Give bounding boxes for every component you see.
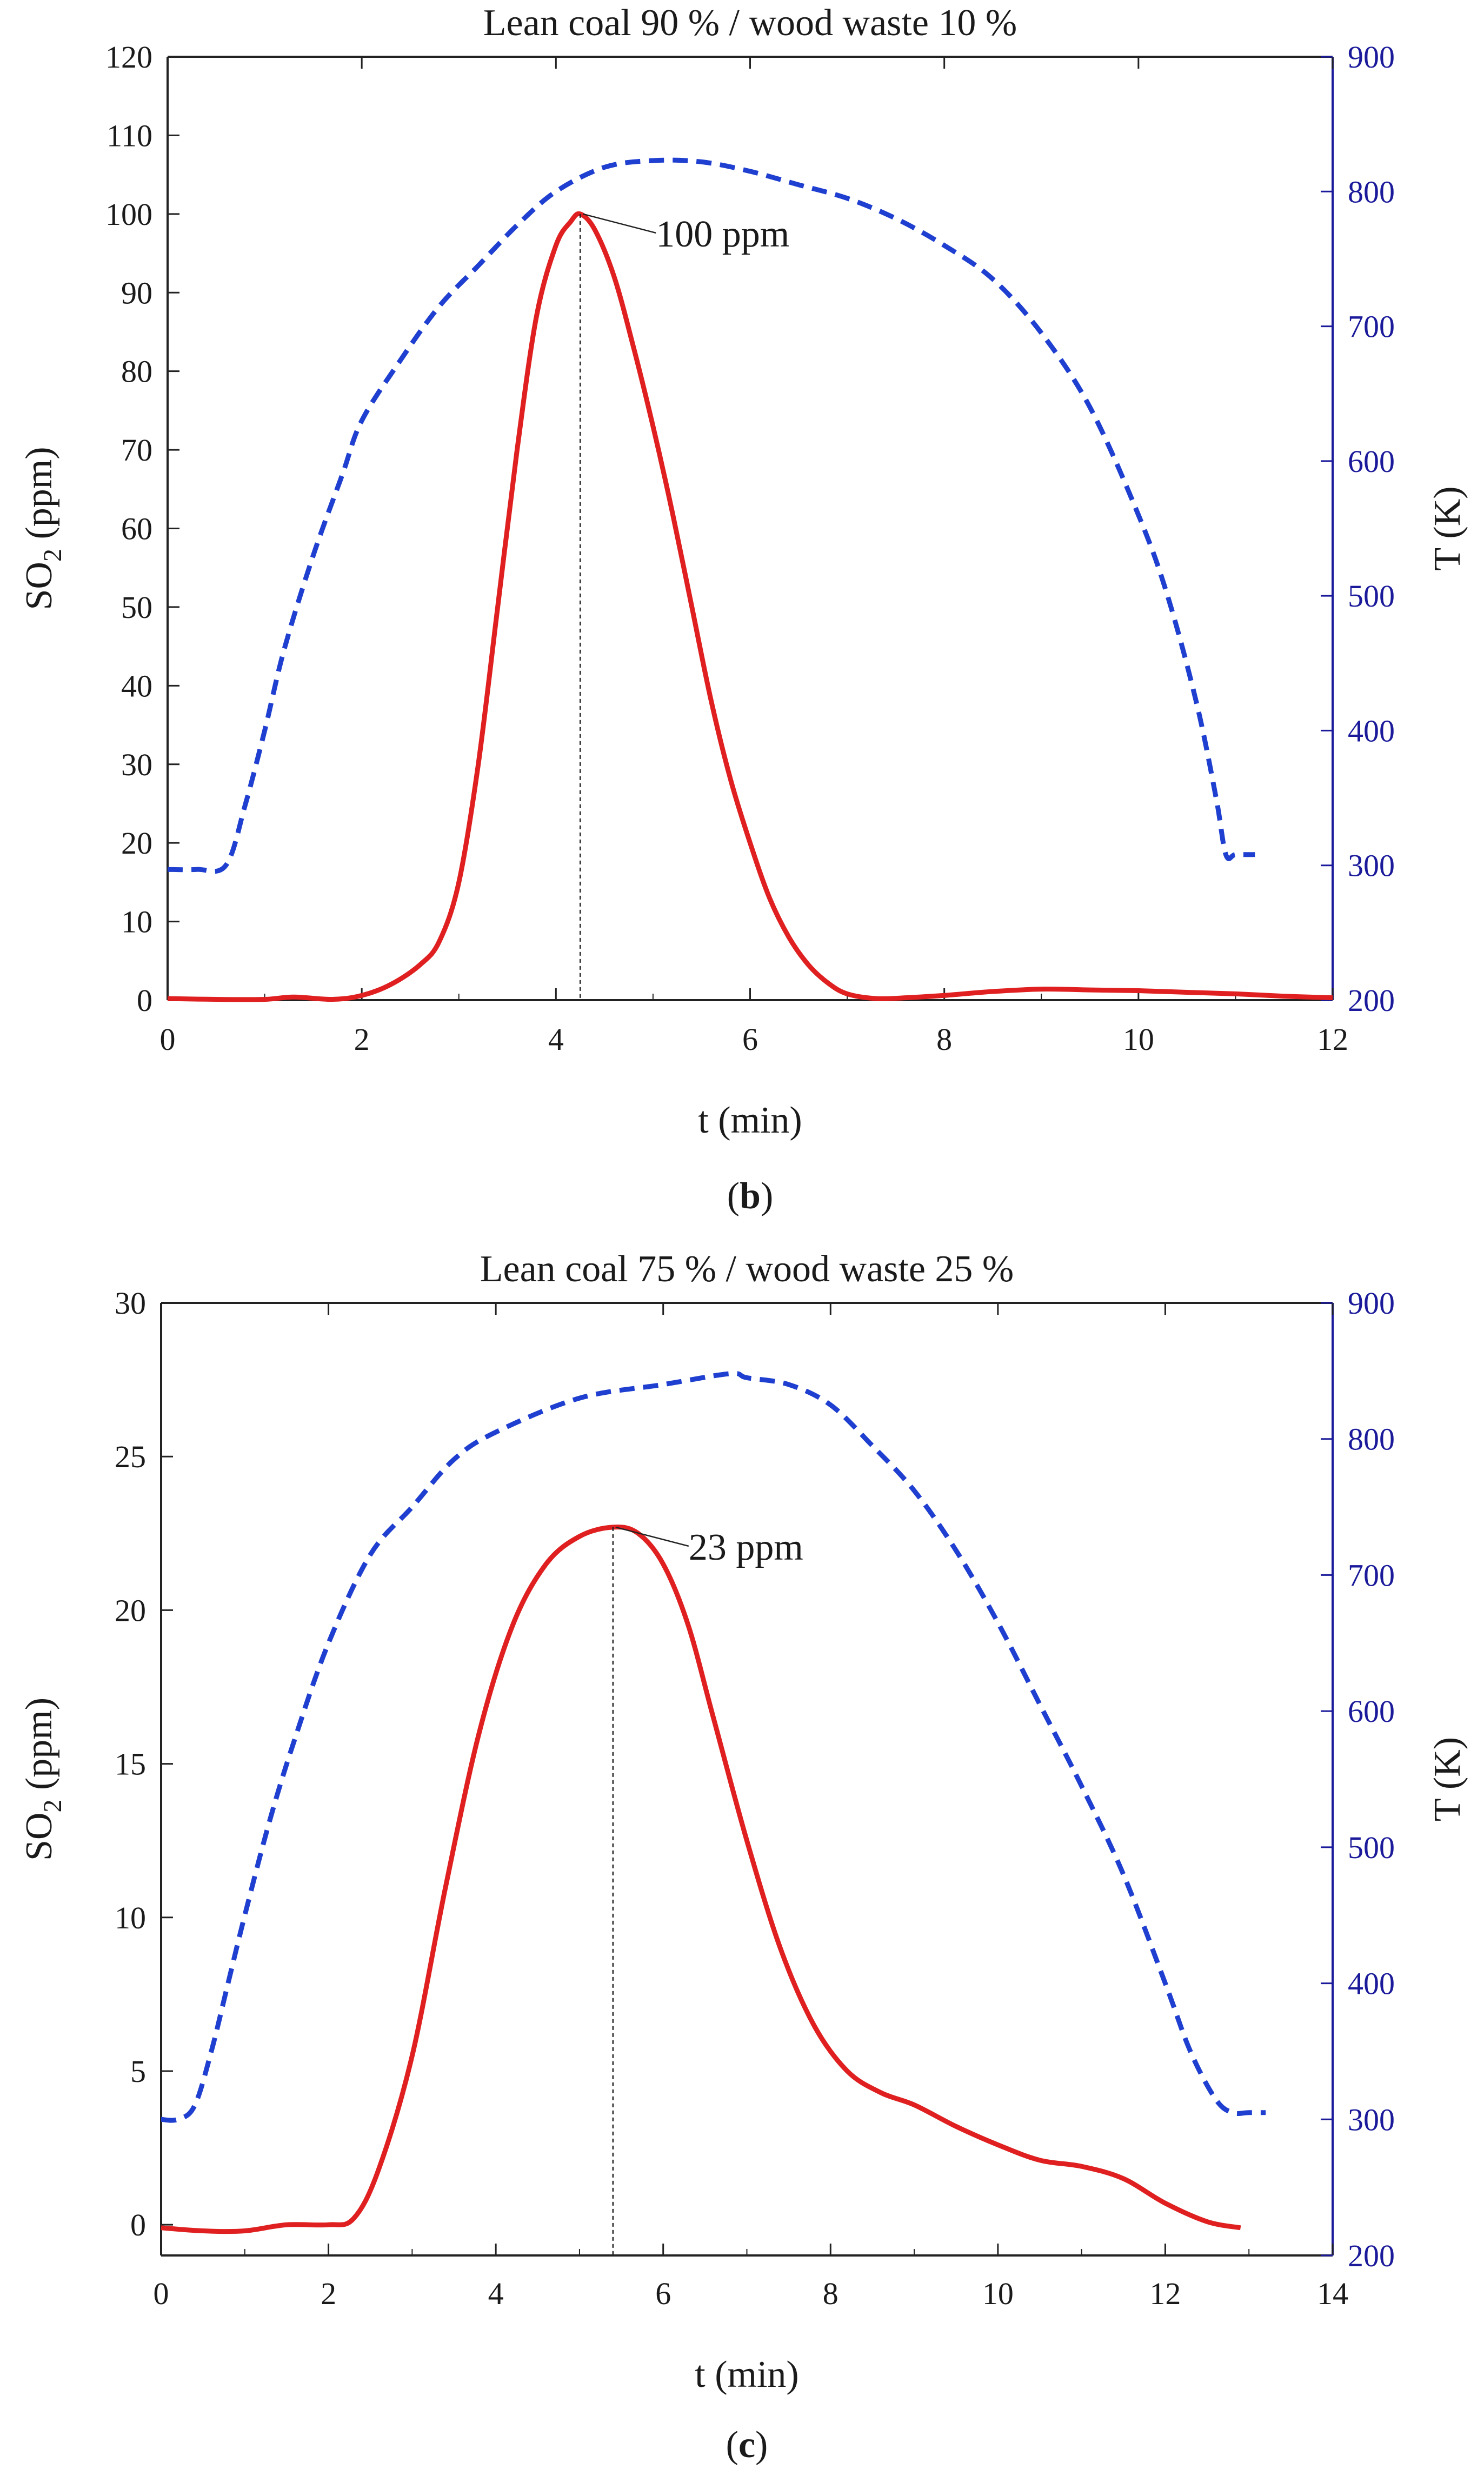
y-tick-label: 110	[107, 118, 152, 153]
annotation-leader-line	[582, 213, 656, 234]
y-tick-label: 70	[121, 432, 152, 468]
y-tick-label: 50	[121, 590, 152, 625]
y-tick-label: 90	[121, 275, 152, 310]
y2-tick-label: 800	[1348, 174, 1395, 209]
peak-annotation: 100 ppm	[656, 214, 789, 255]
y-tick-label: 120	[105, 39, 152, 75]
y-tick-label: 60	[121, 511, 152, 547]
y-axis-label-unit: (ppm)	[18, 447, 60, 549]
y2-tick-label: 700	[1348, 1558, 1395, 1593]
y-tick-label: 10	[115, 1900, 146, 1935]
panel-label-letter: c	[738, 2424, 755, 2466]
panel-label-open: (	[726, 2424, 738, 2466]
y2-axis-label: T (K)	[1427, 1737, 1468, 1821]
y-axis-label-unit: (ppm)	[18, 1698, 60, 1800]
y-tick-label: 30	[115, 1286, 146, 1321]
x-tick-label: 6	[655, 2276, 671, 2311]
y-tick-label: 100	[105, 197, 152, 232]
chart-title: Lean coal 75 % / wood waste 25 %	[480, 1248, 1014, 1290]
y2-tick-label: 300	[1348, 848, 1395, 883]
y2-tick-label: 500	[1348, 1830, 1395, 1865]
panel-label-letter: b	[740, 1175, 761, 1217]
y-axis-label-subscript: 2	[38, 1800, 67, 1813]
chart-panel-b: Lean coal 90 % / wood waste 10 % 0 2 4 6 8 10 1…	[18, 2, 1468, 1217]
y2-tick-label: 600	[1348, 1694, 1395, 1729]
temperature-series-line	[161, 1370, 1266, 2123]
y2-tick-label: 900	[1348, 1286, 1395, 1321]
x-tick-label: 6	[742, 1022, 758, 1057]
x-axis-label: t (min)	[698, 1100, 802, 1141]
x-tick-label: 2	[354, 1022, 370, 1057]
y2-tick-label: 600	[1348, 444, 1395, 479]
y-tick-label: 0	[137, 983, 152, 1018]
y-axis-label-subscript: 2	[38, 549, 67, 562]
y-tick-label: 30	[121, 747, 152, 782]
y2-tick-label: 900	[1348, 39, 1395, 75]
y2-tick-label: 400	[1348, 1966, 1395, 2001]
y-tick-label: 25	[115, 1439, 146, 1474]
annotation-leader-line	[615, 1526, 689, 1547]
temperature-series-line	[167, 157, 1255, 874]
y2-tick-label: 500	[1348, 578, 1395, 614]
x-axis-label: t (min)	[695, 2354, 798, 2395]
x-tick-label: 14	[1317, 2276, 1348, 2311]
y2-axis-label: T (K)	[1427, 486, 1468, 570]
y-tick-label: 40	[121, 668, 152, 703]
panel-label: (b)	[727, 1175, 774, 1217]
y2-tick-label: 400	[1348, 713, 1395, 748]
y-tick-label: 20	[115, 1593, 146, 1628]
panel-label-close: )	[755, 2424, 768, 2466]
x-tick-label: 12	[1317, 1022, 1348, 1057]
y-tick-label: 20	[121, 826, 152, 861]
y-tick-label: 0	[130, 2207, 146, 2242]
x-tick-label: 4	[548, 1022, 564, 1057]
chart-title: Lean coal 90 % / wood waste 10 %	[483, 2, 1017, 44]
x-tick-label: 0	[154, 2276, 169, 2311]
so2-series-line	[167, 211, 1333, 1002]
x-tick-label: 2	[321, 2276, 336, 2311]
x-tick-label: 12	[1149, 2276, 1181, 2311]
y2-tick-label: 200	[1348, 983, 1395, 1018]
y-tick-label: 10	[121, 904, 152, 940]
y-axis-label-main: SO	[18, 1813, 60, 1861]
x-tick-label: 10	[1123, 1022, 1154, 1057]
chart-panel-c: Lean coal 75 % / wood waste 25 % 0 2 4 6 8 10 1…	[18, 1248, 1468, 2466]
x-tick-label: 0	[160, 1022, 176, 1057]
panel-label-close: )	[761, 1175, 773, 1217]
y-tick-label: 15	[115, 1747, 146, 1782]
y2-tick-label: 700	[1348, 309, 1395, 344]
panel-label: (c)	[726, 2424, 768, 2466]
panel-label-open: (	[727, 1175, 740, 1217]
y-tick-label: 5	[130, 2054, 146, 2089]
y-tick-label: 80	[121, 354, 152, 389]
so2-series-line	[161, 1525, 1241, 2234]
x-tick-label: 10	[982, 2276, 1014, 2311]
y2-tick-label: 300	[1348, 2102, 1395, 2137]
y2-tick-label: 800	[1348, 1422, 1395, 1457]
x-tick-label: 8	[823, 2276, 839, 2311]
y-axis-label: SO2 (ppm)	[18, 1698, 67, 1861]
y-axis-label: SO2 (ppm)	[18, 447, 67, 610]
x-tick-label: 4	[488, 2276, 504, 2311]
y-axis-label-main: SO	[18, 562, 60, 610]
peak-annotation: 23 ppm	[689, 1527, 803, 1568]
y2-tick-label: 200	[1348, 2238, 1395, 2273]
x-tick-label: 8	[936, 1022, 952, 1057]
